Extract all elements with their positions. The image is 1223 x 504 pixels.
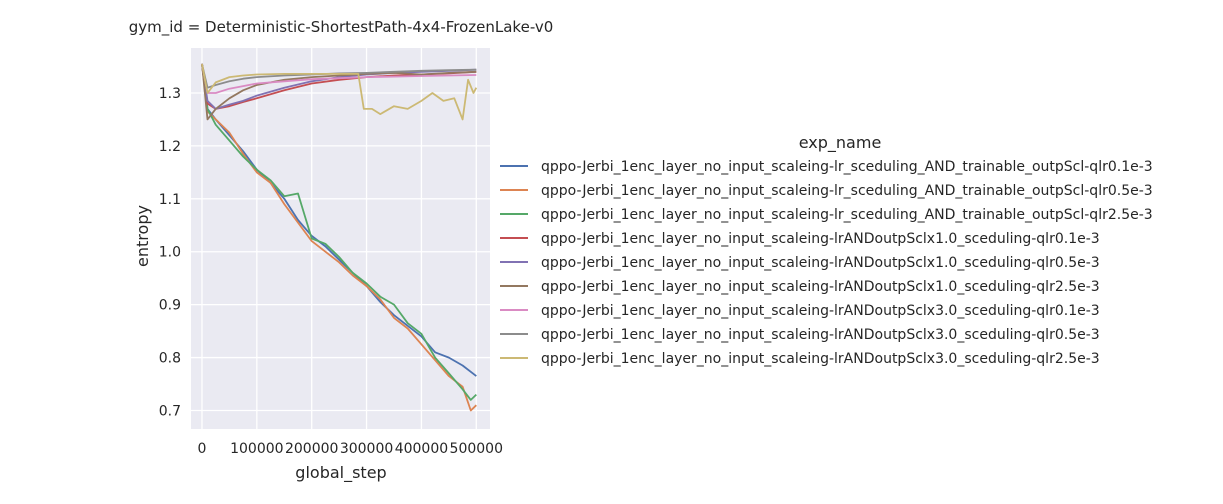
y-tick-label: 0.8: [159, 351, 181, 367]
series-line-8: [201, 63, 477, 89]
legend-item-4: qppo-Jerbi_1enc_layer_no_input_scaleing-…: [541, 231, 1100, 247]
x-tick-label: 400000: [395, 441, 448, 457]
series-line-7: [201, 63, 477, 94]
legend-item-8: qppo-Jerbi_1enc_layer_no_input_scaleing-…: [541, 327, 1100, 343]
chart-title: gym_id = Deterministic-ShortestPath-4x4-…: [129, 18, 554, 37]
legend: exp_name qppo-Jerbi_1enc_layer_no_input_…: [500, 133, 1153, 367]
y-tick-label: 1.1: [159, 192, 181, 208]
legend-item-7: qppo-Jerbi_1enc_layer_no_input_scaleing-…: [541, 303, 1100, 319]
y-tick-label: 0.7: [159, 403, 181, 419]
series-lines: [201, 63, 478, 412]
y-tick-label: 0.9: [159, 298, 181, 314]
tick-labels: 0 100000 200000 300000 400000 500000 0.7 0.8 0.9…: [159, 86, 503, 457]
y-tick-label: 1.2: [159, 139, 181, 155]
series-line-9: [201, 63, 478, 121]
series-line-6: [201, 63, 477, 121]
x-tick-label: 0: [198, 441, 207, 457]
x-tick-label: 300000: [340, 441, 393, 457]
x-tick-label: 100000: [230, 441, 283, 457]
legend-item-5: qppo-Jerbi_1enc_layer_no_input_scaleing-…: [541, 255, 1100, 271]
legend-item-6: qppo-Jerbi_1enc_layer_no_input_scaleing-…: [541, 279, 1100, 295]
x-tick-label: 500000: [450, 441, 503, 457]
x-axis-label: global_step: [295, 463, 386, 483]
series-line-2: [201, 63, 477, 412]
x-tick-label: 200000: [285, 441, 338, 457]
y-tick-label: 1.0: [159, 245, 181, 261]
legend-title: exp_name: [799, 133, 882, 153]
legend-item-2: qppo-Jerbi_1enc_layer_no_input_scaleing-…: [541, 183, 1153, 199]
y-tick-label: 1.3: [159, 86, 181, 102]
legend-item-9: qppo-Jerbi_1enc_layer_no_input_scaleing-…: [541, 351, 1100, 367]
series-line-3: [201, 63, 477, 401]
legend-item-3: qppo-Jerbi_1enc_layer_no_input_scaleing-…: [541, 207, 1153, 223]
legend-item-1: qppo-Jerbi_1enc_layer_no_input_scaleing-…: [541, 159, 1153, 175]
y-axis-label: entropy: [133, 205, 152, 267]
